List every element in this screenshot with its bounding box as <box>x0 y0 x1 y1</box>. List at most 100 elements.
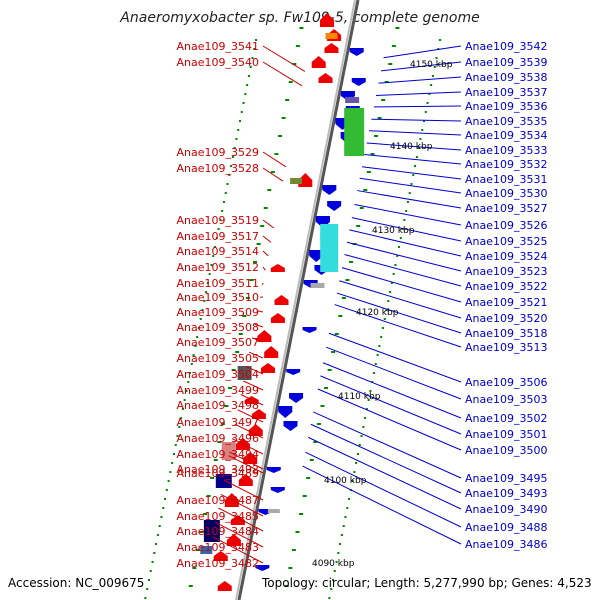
gene-label[interactable]: Anae109_3524 <box>465 250 548 263</box>
gene-label[interactable]: Anae109_3518 <box>465 327 548 340</box>
map-title: Anaeromyxobacter sp. Fw109-5, complete g… <box>119 10 479 26</box>
gene-label[interactable]: Anae109_3482 <box>177 557 260 570</box>
leader-line <box>359 177 462 194</box>
gene-label[interactable]: Anae109_3509 <box>177 306 260 319</box>
gene-label[interactable]: Anae109_3483 <box>177 541 260 554</box>
gene-label[interactable]: Anae109_3493 <box>465 487 548 500</box>
gene-arrow <box>320 13 335 27</box>
gene-label[interactable]: Anae109_3523 <box>465 265 548 278</box>
gene-label[interactable]: Anae109_3508 <box>177 321 260 334</box>
gene-label[interactable]: Anae109_3504 <box>177 368 260 381</box>
leader-line <box>229 451 264 470</box>
leader-line <box>339 280 462 319</box>
gene-label[interactable]: Anae109_3503 <box>465 393 548 406</box>
gene-label[interactable]: Anae109_3512 <box>177 261 260 274</box>
gene-arrow <box>309 250 324 262</box>
gene-label[interactable]: Anae109_3492 <box>177 463 260 476</box>
gene-label[interactable]: Anae109_3505 <box>177 352 260 365</box>
gene-label[interactable]: Anae109_3517 <box>177 230 260 243</box>
gene-label[interactable]: Anae109_3506 <box>465 376 548 389</box>
leader-line <box>254 323 264 328</box>
gene-box <box>325 33 338 39</box>
gene-label[interactable]: Anae109_3487 <box>177 494 260 507</box>
gene-label[interactable]: Anae109_3485 <box>177 510 260 523</box>
gene-arrow <box>324 43 339 53</box>
gene-label[interactable]: Anae109_3542 <box>465 40 548 53</box>
gene-label[interactable]: Anae109_3501 <box>465 428 548 441</box>
gene-label[interactable]: Anae109_3539 <box>465 56 548 69</box>
gene-label[interactable]: Anae109_3534 <box>465 129 548 142</box>
gene-arrow <box>261 363 276 373</box>
gene-label[interactable]: Anae109_3500 <box>465 444 548 457</box>
gene-label[interactable]: Anae109_3490 <box>465 503 548 516</box>
gene-label[interactable]: Anae109_3494 <box>177 448 260 461</box>
gene-label[interactable]: Anae109_3533 <box>465 144 548 157</box>
gene-box <box>345 97 360 103</box>
gene-label[interactable]: Anae109_3502 <box>465 412 548 425</box>
gene-label[interactable]: Anae109_3496 <box>177 432 260 445</box>
gene-label[interactable]: Anae109_3498 <box>177 399 260 412</box>
gene-label[interactable]: Anae109_3499 <box>177 384 260 397</box>
gene-label[interactable]: Anae109_3489 <box>177 467 260 480</box>
gene-label[interactable]: Anae109_3522 <box>465 280 548 293</box>
gene-label[interactable]: Anae109_3528 <box>177 162 260 175</box>
gene-label[interactable]: Anae109_3514 <box>177 245 260 258</box>
gene-label[interactable]: Anae109_3520 <box>465 312 548 325</box>
gene-label[interactable]: Anae109_3488 <box>465 521 548 534</box>
leader-line <box>366 142 462 151</box>
gene-label[interactable]: Anae109_3529 <box>177 146 260 159</box>
gene-label[interactable]: Anae109_3536 <box>465 100 548 113</box>
gene-label[interactable]: Anae109_3532 <box>465 158 548 171</box>
leader-line <box>364 153 462 165</box>
backbone-line <box>237 0 360 600</box>
gene-arrow <box>351 78 366 86</box>
gene-label[interactable]: Anae109_3527 <box>465 202 548 215</box>
gene-label[interactable]: Anae109_3537 <box>465 86 548 99</box>
leader-line <box>262 266 266 271</box>
gene-label[interactable]: Anae109_3525 <box>465 235 548 248</box>
gene-arrow <box>251 409 266 419</box>
leader-line <box>215 521 264 548</box>
gene-arrow <box>255 565 270 571</box>
gene-box <box>200 546 213 554</box>
leader-line <box>325 346 462 400</box>
leader-line <box>305 451 462 528</box>
gene-label[interactable]: Anae109_3511 <box>177 277 260 290</box>
leader-line <box>310 423 462 494</box>
leader-line <box>228 455 264 474</box>
leader-line <box>344 254 462 287</box>
leader-line <box>317 388 462 451</box>
gene-label[interactable]: Anae109_3541 <box>177 40 260 53</box>
kbp-scale-labels: 4150 kbp 4140 kbp 4130 kbp 4120 kbp 4110 kbp… <box>312 60 453 569</box>
gene-label[interactable]: Anae109_3540 <box>177 56 260 69</box>
leader-line <box>361 166 462 180</box>
gene-label[interactable]: Anae109_3519 <box>177 214 260 227</box>
gene-label[interactable]: Anae109_3535 <box>465 115 548 128</box>
gene-label[interactable]: Anae109_3497 <box>177 416 260 429</box>
leader-line <box>220 493 264 517</box>
gene-arrow <box>266 467 281 473</box>
gene-box <box>237 366 252 380</box>
gene-label[interactable]: Anae109_3484 <box>177 525 260 538</box>
gene-label[interactable]: Anae109_3530 <box>465 187 548 200</box>
leader-line <box>262 61 303 87</box>
gene-label[interactable]: Anae109_3507 <box>177 336 260 349</box>
gene-label[interactable]: Anae109_3526 <box>465 219 548 232</box>
gene-labels[interactable]: Anae109_3541 Anae109_3540 Anae109_3529 Anae… <box>177 40 548 570</box>
leader-line <box>373 105 462 108</box>
leader-line <box>349 229 462 257</box>
gene-label[interactable]: Anae109_3531 <box>465 173 548 186</box>
leader-line <box>376 91 462 96</box>
leader-line <box>248 351 264 359</box>
gene-label[interactable]: Anae109_3521 <box>465 296 548 309</box>
gene-label[interactable]: Anae109_3486 <box>465 538 548 551</box>
gene-arrow <box>278 406 293 418</box>
gene-arrow <box>289 393 304 403</box>
leader-line <box>308 436 462 510</box>
gene-label[interactable]: Anae109_3538 <box>465 71 548 84</box>
gene-label[interactable]: Anae109_3510 <box>177 291 260 304</box>
gene-label[interactable]: Anae109_3513 <box>465 341 548 354</box>
gene-label[interactable]: Anae109_3495 <box>465 472 548 485</box>
leader-line <box>354 204 462 226</box>
backbone-highlight <box>235 0 356 600</box>
